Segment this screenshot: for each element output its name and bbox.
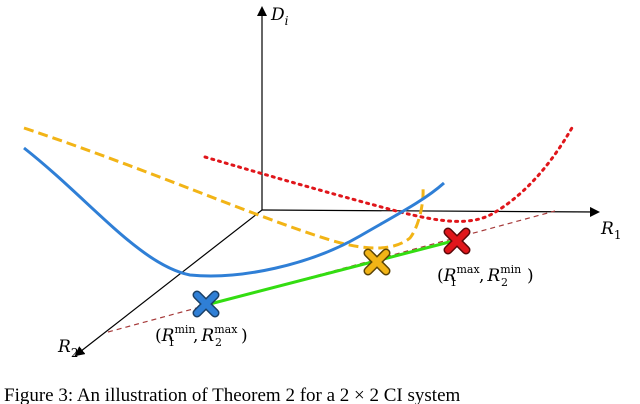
right-point-r2-sub: 2 [501, 276, 508, 289]
r1-axis [261, 206, 600, 217]
vertical-axis-label-main: D [270, 5, 285, 25]
left-point-r2-sup: max [214, 323, 238, 336]
right-point-r1-sup: max [456, 263, 480, 276]
red-cross-marker [443, 227, 471, 255]
blue-cross-marker [192, 290, 220, 318]
left-point-label: (Rmin 1, Rmax 2) [155, 323, 248, 349]
right-point-label: (Rmax 1, Rmin 2) [437, 263, 534, 289]
right-point-r2: R [486, 266, 500, 286]
right-point-r1-sub: 1 [450, 276, 457, 289]
r2-axis-label-sub: 2 [71, 346, 79, 360]
r1-axis-label: R1 [600, 219, 621, 242]
left-point-close: ) [241, 326, 248, 346]
left-point-r1: R [161, 326, 175, 346]
r2-axis [74, 209, 263, 357]
red-dotted-curve [203, 124, 575, 223]
orange-cross-marker [363, 248, 391, 276]
r1-axis-label-main: R [600, 219, 614, 239]
vertical-axis-label-sub: i [285, 14, 289, 28]
figure-caption: Figure 3: An illustration of Theorem 2 f… [4, 385, 460, 404]
left-point-r1-sub: 1 [168, 336, 175, 349]
orange-dashed-curve [23, 126, 425, 250]
left-point-r1-sup: min [174, 323, 195, 336]
r1-axis-label-sub: 1 [614, 228, 622, 242]
left-point-sep: , [193, 326, 198, 346]
right-point-r2-sup: min [500, 263, 521, 276]
green-segment [205, 238, 458, 307]
r2-axis-label-main: R [57, 337, 71, 357]
left-point-r2-sub: 2 [215, 336, 222, 349]
right-point-close: ) [527, 266, 534, 286]
left-point-open: ( [155, 326, 162, 346]
vertical-axis-label: Di [270, 5, 289, 28]
blue-curve [23, 146, 445, 278]
right-point-open: ( [437, 266, 444, 286]
r2-axis-label: R2 [57, 337, 78, 360]
right-point-r1: R [443, 266, 457, 286]
right-point-sep: , [479, 266, 484, 286]
left-point-r2: R [200, 326, 214, 346]
